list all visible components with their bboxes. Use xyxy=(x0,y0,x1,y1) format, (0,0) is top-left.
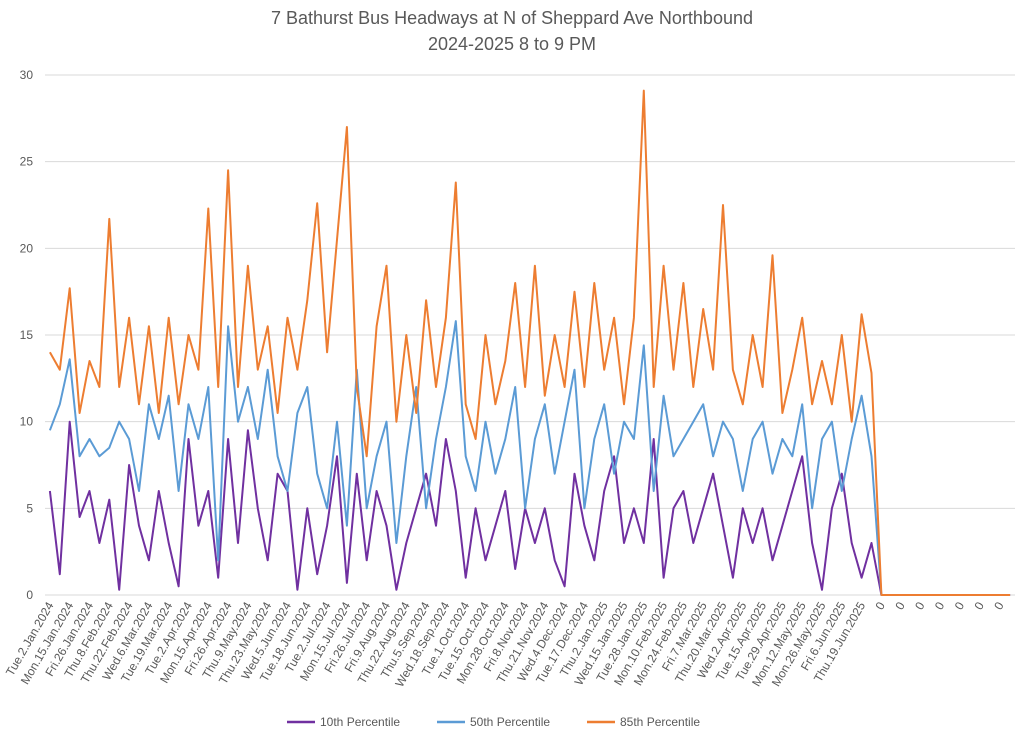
y-tick-label: 30 xyxy=(20,68,34,82)
series-line xyxy=(49,89,1011,596)
legend-label: 10th Percentile xyxy=(320,715,400,729)
y-tick-label: 0 xyxy=(26,588,33,602)
x-tick-label: 0 xyxy=(971,599,987,612)
x-tick-label: 0 xyxy=(991,599,1007,612)
series-line xyxy=(48,320,1011,596)
legend-label: 85th Percentile xyxy=(620,715,700,729)
x-tick-label: 0 xyxy=(892,599,908,612)
x-tick-label: 0 xyxy=(912,599,928,612)
legend-label: 50th Percentile xyxy=(470,715,550,729)
chart-title: 7 Bathurst Bus Headways at N of Sheppard… xyxy=(271,8,753,28)
chart-subtitle: 2024-2025 8 to 9 PM xyxy=(428,34,596,54)
x-tick-label: 0 xyxy=(932,599,948,612)
y-tick-label: 25 xyxy=(20,155,34,169)
x-tick-label: 0 xyxy=(873,599,889,612)
y-tick-label: 5 xyxy=(26,501,33,515)
x-tick-label: 0 xyxy=(952,599,968,612)
series-line xyxy=(48,420,1011,596)
y-tick-label: 15 xyxy=(20,328,34,342)
y-tick-label: 10 xyxy=(20,415,34,429)
y-tick-label: 20 xyxy=(20,241,34,255)
